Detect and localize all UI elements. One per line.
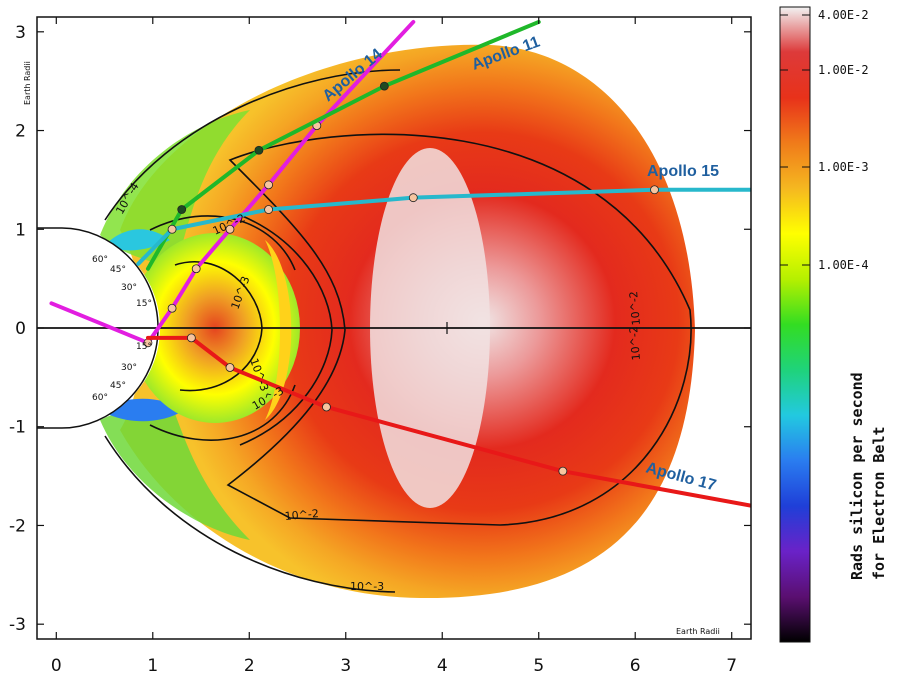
- y-axis-label: Earth Radii: [23, 61, 32, 105]
- trajectory-point: [254, 145, 264, 155]
- x-axis-label: Earth Radii: [676, 627, 720, 636]
- contour-mid: [226, 133, 692, 526]
- trajectory-point: [186, 333, 196, 343]
- trajectory-point: [379, 81, 389, 91]
- colorbar-tick-label: 4.00E-2: [818, 8, 869, 22]
- x-tick-label: 5: [533, 656, 544, 676]
- colorbar-ticks: 4.00E-2 1.00E-2 1.00E-3 1.00E-4: [780, 8, 869, 272]
- trajectory-point: [225, 224, 235, 234]
- contour-slot: [239, 214, 333, 446]
- y-tick-label: 1: [15, 220, 26, 240]
- y-axis-ticks: 3 2 1 0 -1 -2 -3: [9, 23, 751, 635]
- x-tick-label: 2: [244, 656, 255, 676]
- colorbar-tick-label: 1.00E-2: [818, 63, 869, 77]
- lat-label-s60: 60°: [92, 393, 108, 403]
- latitude-labels: 60° 45° 30° 15° 15° 30° 45° 60°: [92, 255, 152, 403]
- trajectory-point: [264, 180, 273, 190]
- y-tick-label: 2: [15, 122, 26, 142]
- y-tick-label: -2: [9, 516, 26, 536]
- trajectory-point: [167, 224, 177, 234]
- lat-label-n30: 30°: [121, 283, 137, 293]
- colorbar-frame: [779, 6, 811, 643]
- trajectory-point: [558, 466, 568, 476]
- lat-label-s45: 45°: [110, 381, 126, 391]
- green-region-lower: [100, 400, 250, 540]
- trajectory-point: [264, 205, 273, 214]
- trajectory-point: [225, 363, 235, 372]
- contour-inner-lower: [149, 384, 296, 441]
- x-tick-label: 6: [630, 656, 641, 676]
- x-tick-label: 3: [340, 656, 351, 676]
- contour-label-8: 10^-2: [284, 507, 319, 523]
- x-tick-label: 4: [437, 656, 448, 676]
- colorbar-tick-label: 1.00E-3: [818, 160, 869, 174]
- trajectory-point: [650, 185, 659, 195]
- slot-region: [265, 240, 292, 420]
- lat-label-s30: 30°: [121, 363, 137, 373]
- y-tick-label: -3: [9, 615, 26, 635]
- colorbar-tick-label: 1.00E-4: [818, 258, 869, 272]
- trajectory-point: [322, 402, 331, 412]
- trajectory-point: [191, 264, 201, 274]
- y-tick-label: 3: [15, 23, 26, 43]
- trajectories: [49, 19, 751, 508]
- trajectory-line: [145, 335, 751, 508]
- trajectory-point: [408, 193, 418, 203]
- x-tick-label: 7: [726, 656, 737, 676]
- trajectory-line: [136, 187, 751, 266]
- x-axis-ticks: 0 1 2 3 4 5 6 7: [51, 17, 737, 676]
- lat-label-n45: 45°: [110, 265, 126, 275]
- lat-label-s15: 15°: [136, 342, 152, 352]
- trajectory-point: [177, 205, 187, 214]
- colorbar-title-line2: for Electron Belt: [870, 426, 888, 580]
- y-tick-label: -1: [9, 418, 26, 438]
- lat-label-n60: 60°: [92, 255, 108, 265]
- x-tick-label: 0: [51, 656, 62, 676]
- cyan-region-upper: [105, 229, 170, 251]
- contour-label-7: 10^-2: [627, 326, 643, 361]
- lat-label-n15: 15°: [136, 299, 152, 309]
- colorbar-title-line1: Rads silicon per second: [848, 372, 866, 580]
- contour-label-5: 10^-2: [627, 291, 643, 326]
- trajectory-point: [167, 303, 177, 313]
- x-tick-label: 1: [147, 656, 158, 676]
- y-tick-label: 0: [15, 319, 26, 339]
- label-apollo-15: Apollo 15: [647, 163, 719, 180]
- contour-outer: [104, 69, 401, 593]
- contour-label-9: 10^-3: [350, 580, 384, 593]
